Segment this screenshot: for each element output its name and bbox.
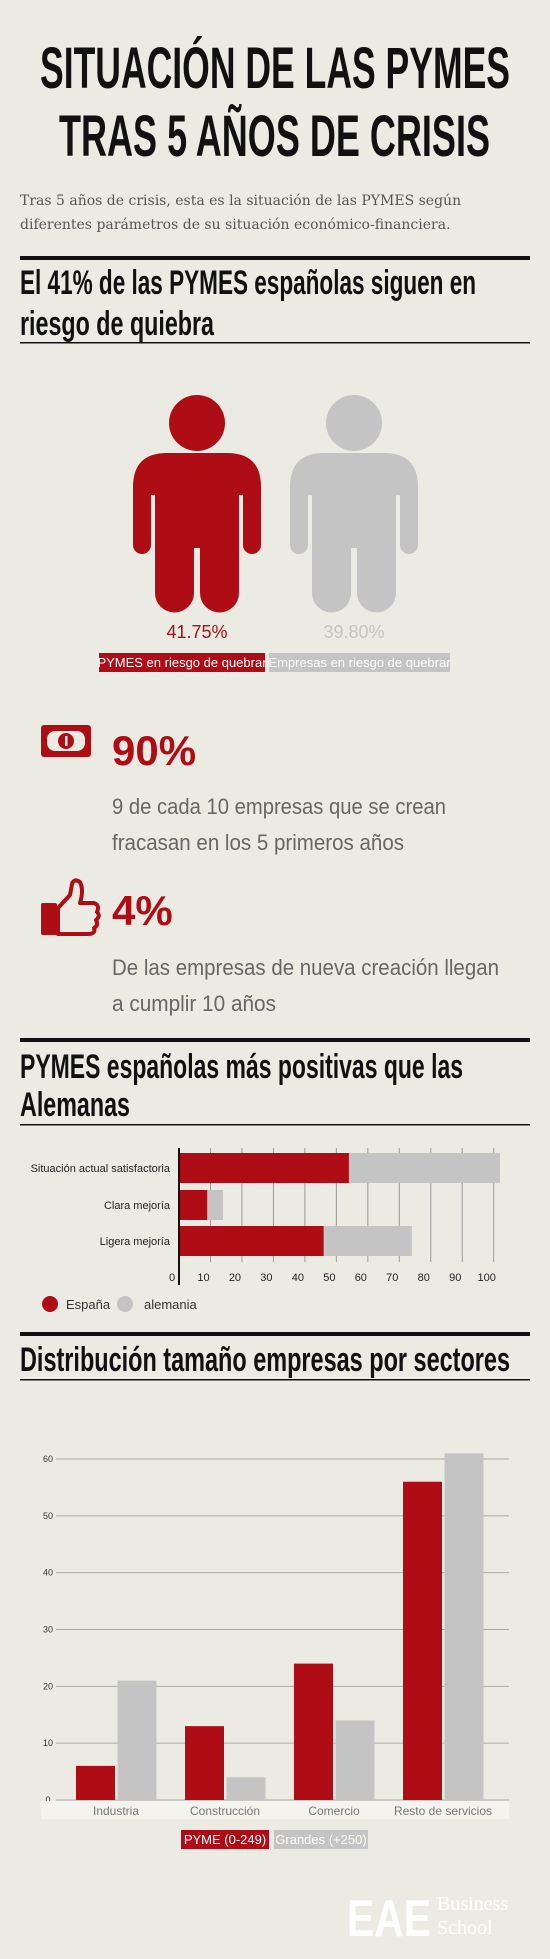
person-body	[290, 453, 418, 613]
value-label: 39.80%	[323, 622, 384, 642]
person-head	[326, 395, 382, 451]
x-tick-label: 90	[449, 1272, 461, 1284]
legend-label: PYMES en riesgo de quebrar	[97, 655, 267, 670]
x-tick-label: 0	[169, 1272, 175, 1284]
y-tick-label: 20	[43, 1681, 53, 1691]
section-heading: PYMES españolas más positivas que las	[20, 1048, 463, 1086]
stat-text: De las empresas de nueva creación llegan	[112, 955, 499, 980]
legend-swatch	[269, 653, 450, 672]
x-tick-label: 70	[386, 1272, 398, 1284]
stat-text: fracasan en los 5 primeros años	[112, 830, 404, 855]
x-tick-label: 10	[197, 1272, 209, 1284]
y-tick-label: Clara mejoría	[104, 1200, 171, 1212]
legend-marker	[117, 1296, 133, 1312]
bar	[226, 1777, 266, 1800]
bar	[179, 1226, 324, 1256]
bar	[76, 1765, 115, 1800]
section-heading: Alemanas	[20, 1086, 130, 1124]
bar	[185, 1726, 224, 1800]
logo-text: School	[437, 1917, 493, 1939]
rule	[20, 1332, 530, 1336]
intro: Tras 5 años de crisis, esta es la situac…	[20, 193, 461, 209]
legend-label: alemania	[144, 1297, 198, 1312]
x-tick-label: 20	[229, 1272, 241, 1284]
section-heading: riesgo de quiebra	[20, 305, 215, 343]
bar	[294, 1663, 333, 1800]
bar	[348, 1153, 500, 1183]
rule	[20, 342, 530, 344]
value-label: 41.75%	[166, 622, 227, 642]
person	[133, 395, 261, 613]
person-head	[169, 395, 225, 451]
x-tick-label: 80	[418, 1272, 430, 1284]
x-tick-label: Resto de servicios	[394, 1804, 492, 1818]
y-tick-label: 60	[43, 1454, 53, 1464]
section-heading: Distribución tamaño empresas por sectore…	[20, 1341, 510, 1379]
y-tick-label: 10	[43, 1738, 53, 1748]
bar	[444, 1453, 484, 1800]
x-tick-label: Industria	[93, 1804, 139, 1818]
x-tick-label: Construcción	[190, 1804, 260, 1818]
bar	[207, 1190, 224, 1220]
money-icon	[41, 725, 91, 757]
x-tick-label: 40	[292, 1272, 304, 1284]
logo-text: Business	[437, 1893, 508, 1915]
section-heading: El 41% de las PYMES españolas siguen en	[20, 264, 476, 302]
bar	[323, 1226, 412, 1256]
y-tick-label: Ligera mejoría	[100, 1236, 171, 1248]
person	[290, 395, 418, 613]
bar	[117, 1680, 157, 1800]
stat-figure: 4%	[112, 887, 173, 934]
bar	[179, 1190, 208, 1220]
thumb-icon	[41, 878, 101, 936]
bar	[403, 1481, 442, 1800]
x-tick-label: 60	[355, 1272, 367, 1284]
x-tick-label: 50	[323, 1272, 335, 1284]
rule	[20, 256, 530, 260]
bar	[179, 1153, 349, 1183]
rule	[20, 1038, 530, 1042]
y-tick-label: 0	[45, 1795, 50, 1805]
y-tick-label: 30	[43, 1625, 53, 1635]
legend-swatch	[274, 1830, 368, 1849]
person-body	[133, 453, 261, 613]
legend-label: PYME (0-249)	[184, 1832, 266, 1847]
rule	[20, 1124, 530, 1126]
category-band	[41, 1801, 509, 1819]
x-tick-label: 30	[260, 1272, 272, 1284]
stat-text: a cumplir 10 años	[112, 991, 276, 1016]
legend-swatch	[181, 1830, 269, 1849]
title: TRAS 5 AÑOS DE CRISIS	[59, 104, 490, 169]
intro: diferentes parámetros de su situación ec…	[20, 217, 451, 233]
y-tick-label: 50	[43, 1511, 53, 1521]
title: SITUACIÓN DE LAS PYMES	[40, 36, 510, 101]
legend-label: Grandes (+250)	[275, 1832, 366, 1847]
bar	[335, 1720, 375, 1800]
rule	[20, 1379, 530, 1381]
logo: EAE	[347, 1890, 431, 1948]
legend-label: España	[66, 1297, 111, 1312]
stat-figure: 90%	[112, 727, 196, 774]
legend-label: Empresas en riesgo de quebrar	[268, 655, 451, 670]
y-tick-label: 40	[43, 1568, 53, 1578]
legend-marker	[42, 1296, 58, 1312]
y-tick-label: Situación actual satisfactoria	[31, 1163, 171, 1175]
x-tick-label: 100	[478, 1272, 496, 1284]
x-tick-label: Comercio	[308, 1804, 360, 1818]
legend-swatch	[99, 653, 265, 672]
stat-text: 9 de cada 10 empresas que se crean	[112, 794, 446, 819]
